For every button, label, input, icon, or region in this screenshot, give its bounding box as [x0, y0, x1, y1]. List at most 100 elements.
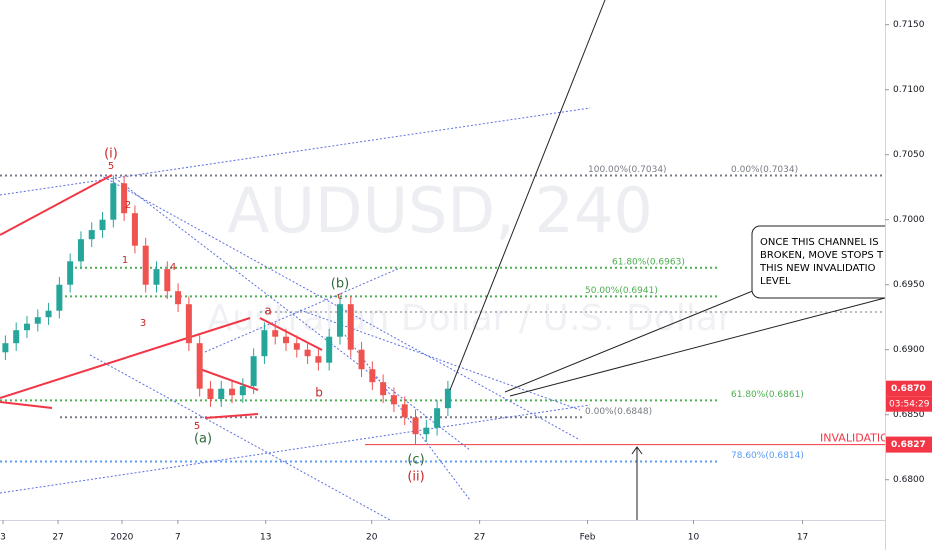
candle-body	[2, 343, 9, 353]
candle-body	[261, 330, 268, 357]
level-label: 61.80%(0.6963)	[612, 257, 685, 267]
level-label: 0.00%(0.7034)	[731, 165, 798, 175]
candle-body	[131, 213, 138, 246]
channel-line	[99, 174, 581, 441]
candle-body	[272, 330, 279, 337]
candle-body	[239, 386, 246, 396]
trend-lines	[0, 174, 323, 419]
x-tick-label: 2020	[111, 533, 134, 543]
candle-body	[358, 349, 365, 370]
wave-label: (a)	[194, 432, 212, 447]
watermark-subtitle: Australian Dollar / U.S. Dollar	[207, 298, 732, 339]
level-label: INVALIDATIO	[820, 432, 889, 445]
wave-label: 2	[125, 200, 131, 211]
candle-body	[412, 417, 419, 435]
candle-body	[229, 388, 236, 396]
channel-line	[204, 267, 401, 353]
price-axis	[885, 0, 932, 550]
channel-line	[0, 404, 591, 494]
candle-body	[88, 230, 95, 240]
level-label: 61.80%(0.6861)	[731, 390, 804, 400]
trend-line	[0, 317, 251, 399]
channel-line	[89, 354, 391, 521]
note-line: THIS NEW INVALIDATIO	[759, 263, 876, 274]
level-label: 0.00%(0.6848)	[585, 407, 652, 417]
candle-body	[121, 183, 128, 214]
candle-body	[185, 304, 192, 344]
arrow-head	[631, 446, 643, 455]
candle-body	[110, 183, 117, 220]
candles	[2, 175, 451, 445]
candle-body	[336, 304, 343, 337]
candle-body	[293, 343, 300, 350]
note-line: LEVEL	[760, 276, 791, 287]
candle-body	[99, 219, 106, 231]
wave-labels: (i) 5 2 1 4 3 5 (a) a b (b) c (c) (ii)	[104, 147, 425, 485]
x-tick-label: 7	[175, 533, 181, 543]
candle-body	[77, 239, 84, 262]
wave-label: 3	[140, 318, 146, 329]
candle-body	[326, 336, 333, 363]
note-line: ONCE THIS CHANNEL IS	[760, 237, 879, 248]
channel-line	[299, 309, 581, 411]
candle-body	[142, 245, 149, 285]
candle-body	[401, 404, 408, 418]
candle-body	[56, 284, 63, 311]
candle-body	[218, 388, 225, 400]
wave-label: a	[264, 304, 271, 318]
y-tick-label: 0.6800	[893, 475, 925, 485]
wave-label: 1	[122, 255, 128, 266]
level-label: 50.00%(0.6941)	[585, 286, 658, 296]
candle-body	[175, 291, 182, 305]
candle-body	[315, 356, 322, 363]
wave-label: b	[315, 386, 323, 400]
wave-label: (c)	[407, 453, 424, 468]
wave-label: (b)	[331, 277, 349, 292]
y-tick-label: 0.6850	[893, 410, 925, 420]
channel-line	[0, 107, 591, 196]
x-tick-label: 20	[366, 533, 378, 543]
candle-body	[13, 330, 20, 344]
candle-body	[390, 395, 397, 405]
note: ONCE THIS CHANNEL IS BROKEN, MOVE STOPS …	[759, 237, 884, 287]
candle-body	[423, 427, 430, 435]
candle-body	[23, 323, 30, 331]
trend-line	[0, 174, 113, 236]
wave-label: c	[337, 291, 343, 302]
candle-body	[164, 269, 171, 292]
candle-body	[207, 388, 214, 400]
y-tick-label: 0.6950	[893, 280, 925, 290]
note-line: BROKEN, MOVE STOPS T	[760, 250, 884, 261]
price-tag	[886, 436, 932, 453]
time-axis	[0, 520, 885, 550]
y-tick-label: 0.7000	[893, 215, 925, 225]
channel-lines	[0, 107, 591, 521]
x-tick-label: 10	[688, 533, 700, 543]
x-tick-label: 17	[797, 533, 808, 543]
candle-body	[283, 336, 290, 344]
candle-body	[304, 349, 311, 357]
countdown: 03:54:29	[889, 400, 930, 410]
candle-body	[444, 388, 451, 409]
projection-line	[449, 0, 606, 391]
price-tag	[886, 380, 932, 397]
price-tag-label: 0.6870	[891, 384, 926, 394]
wave-label: 4	[170, 262, 176, 273]
x-tick-label: 27	[474, 533, 485, 543]
x-tick-label: 13	[260, 533, 271, 543]
candle-body	[34, 317, 41, 324]
wave-label: (i)	[104, 147, 118, 162]
y-tick-label: 0.7150	[893, 20, 925, 30]
channel-line	[344, 334, 471, 501]
candle-body	[380, 382, 387, 396]
level-label: 100.00%(0.7034)	[588, 165, 667, 175]
level-label: 78.60%(0.6814)	[731, 451, 804, 461]
candle-body	[369, 369, 376, 383]
countdown-tag	[886, 396, 932, 412]
candle-body	[250, 356, 257, 387]
watermark-title: AUDUSD, 240	[227, 174, 653, 247]
candle-body	[434, 408, 441, 428]
x-tick-label: 27	[52, 533, 63, 543]
channel-line	[114, 177, 471, 451]
